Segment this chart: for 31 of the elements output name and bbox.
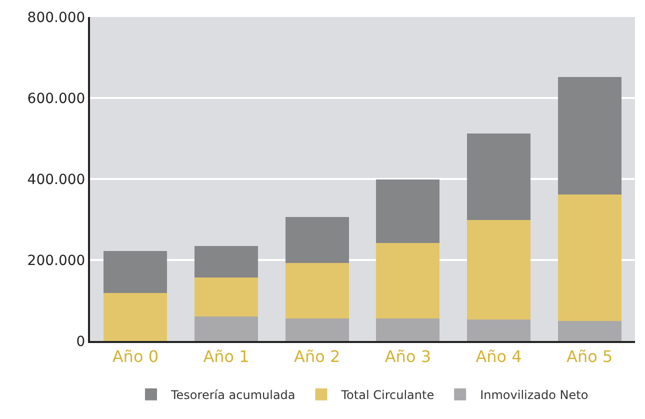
- bar: [376, 242, 440, 319]
- bar: [558, 194, 622, 321]
- bar: [285, 318, 349, 341]
- legend-label: Total Circulante: [340, 388, 434, 402]
- bar: [285, 217, 349, 263]
- bar: [558, 320, 622, 341]
- y-tick-label: 0: [76, 334, 86, 350]
- bar: [466, 220, 531, 320]
- bar: [194, 246, 258, 278]
- bar: [558, 76, 622, 194]
- bar: [466, 320, 531, 341]
- x-tick-label: Año 3: [384, 347, 431, 366]
- x-tick-label: Año 2: [294, 347, 340, 366]
- bar: [104, 293, 168, 341]
- bar: [104, 251, 168, 294]
- x-tick-label: Año 1: [203, 347, 250, 366]
- y-tick-label: 600.000: [27, 90, 86, 107]
- x-tick-label: Año 0: [112, 347, 158, 366]
- bar: [194, 277, 258, 317]
- y-tick-label: 400.000: [27, 172, 86, 188]
- bar: [376, 179, 440, 243]
- x-tick-label: Año 4: [476, 347, 522, 366]
- legend-label: Inmovilizado Neto: [480, 388, 588, 402]
- x-tick-label: Año 5: [566, 347, 613, 366]
- bar: [466, 134, 531, 220]
- bar: [376, 318, 440, 341]
- y-tick-label: 200.000: [27, 252, 86, 269]
- bar: [194, 316, 258, 341]
- y-tick-label: 800.000: [27, 10, 86, 26]
- bar: [285, 262, 349, 319]
- legend-label: Tesorería acumulada: [170, 388, 296, 402]
